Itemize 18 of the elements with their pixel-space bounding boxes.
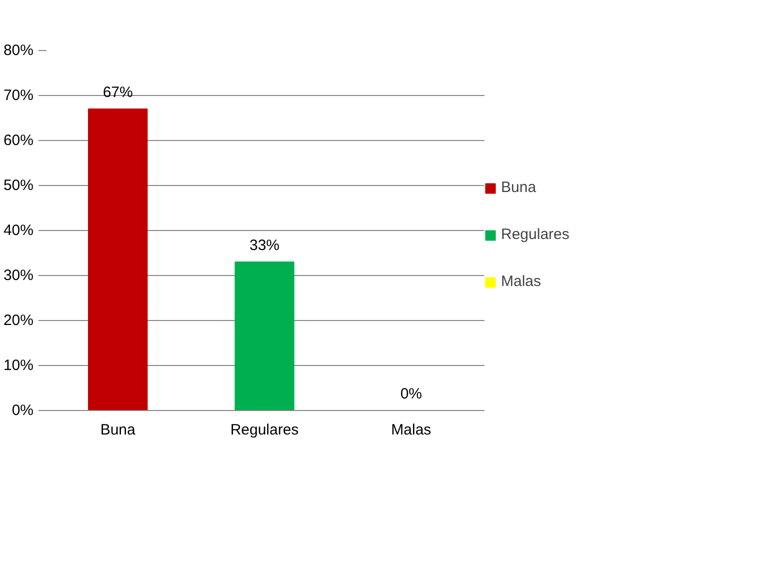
- y-tick-label: 40%: [3, 222, 34, 239]
- legend-label: Buna: [501, 179, 536, 196]
- y-tick-label: 0%: [12, 402, 34, 419]
- data-label: 0%: [400, 386, 422, 402]
- y-tick-label: 20%: [3, 312, 34, 329]
- data-label: 67%: [102, 84, 133, 101]
- y-tick-label: 80%: [3, 42, 34, 59]
- legend-label: Regulares: [501, 226, 570, 243]
- x-tick-label: Malas: [391, 422, 432, 438]
- y-tick-label: 70%: [3, 87, 34, 104]
- x-tick-label: Regulares: [230, 422, 299, 438]
- y-tick-label: 10%: [3, 357, 34, 374]
- x-tick-label: Buna: [100, 422, 136, 438]
- legend-label: Malas: [501, 273, 542, 290]
- y-tick-label: 30%: [3, 267, 34, 284]
- y-tick-label: 60%: [3, 132, 34, 149]
- y-tick-label: 50%: [3, 177, 34, 194]
- data-label: 33%: [249, 237, 280, 254]
